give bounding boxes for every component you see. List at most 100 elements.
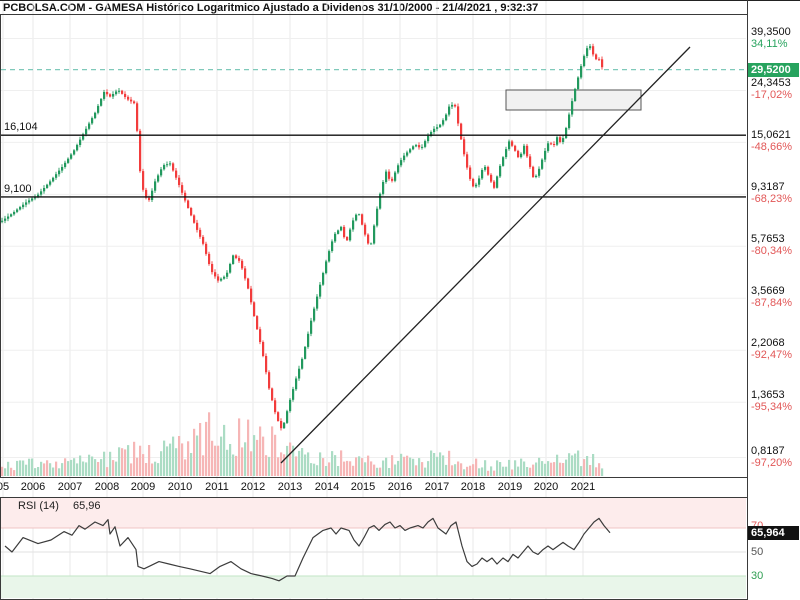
candle-body [274, 400, 277, 413]
volume-bar [349, 461, 352, 476]
volume-bar [574, 453, 577, 476]
volume-bar [208, 412, 211, 476]
volume-bar [484, 460, 487, 476]
volume-bar [52, 467, 55, 476]
price-axis-value: 15,0621 [751, 129, 791, 142]
volume-bar [505, 466, 508, 476]
volume-bar [376, 467, 379, 476]
volume-bar [337, 466, 340, 476]
rsi-overbought-zone [1, 498, 746, 528]
price-axis-percent: 34,11% [751, 37, 788, 50]
candle-body [574, 88, 577, 101]
candle-body [553, 144, 556, 145]
candle-body [196, 222, 199, 230]
candle-body [280, 421, 283, 429]
candle-body [370, 243, 373, 245]
volume-bar [145, 463, 148, 476]
candle-body [217, 276, 220, 281]
price-axis-value: 24,3453 [751, 77, 791, 90]
volume-bar [223, 424, 226, 476]
candle-body [79, 139, 82, 145]
volume-bar [511, 469, 514, 476]
volume-bar [274, 434, 277, 476]
volume-bar [259, 426, 262, 476]
candle-body [319, 284, 322, 297]
price-panel-layers [1, 43, 604, 476]
volume-bar [457, 461, 460, 476]
candle-body [121, 90, 124, 94]
year-label: 2019 [497, 481, 523, 493]
candle-body [112, 94, 115, 97]
volume-bar [499, 462, 502, 476]
candle-body [547, 143, 550, 151]
volume-bar [76, 463, 79, 476]
candle-body [88, 123, 91, 129]
year-label: 2017 [424, 481, 450, 493]
volume-bar [196, 435, 199, 476]
candle-body [247, 278, 250, 289]
candle-body [445, 114, 448, 121]
volume-bar [568, 453, 571, 476]
volume-bar [118, 447, 121, 476]
candle-body [481, 170, 484, 179]
candle-body [163, 165, 166, 170]
candle-body [340, 226, 343, 231]
candle-body [40, 191, 43, 195]
volume-bar [475, 458, 478, 476]
trendline-annotation[interactable] [280, 46, 691, 464]
volume-bar [553, 462, 556, 476]
candle-body [418, 145, 421, 148]
candle-body [271, 388, 274, 401]
volume-bar [166, 446, 169, 476]
volume-bar [601, 468, 604, 476]
rsi-indicator-name: RSI (14) [18, 500, 59, 512]
volume-bar [328, 462, 331, 476]
candle-body [31, 198, 34, 201]
volume-bar [595, 467, 598, 476]
candle-body [142, 171, 145, 190]
volume-bar [277, 457, 280, 476]
horizontal-gridlines [1, 38, 746, 458]
volume-bar [124, 449, 127, 476]
candle-body [517, 150, 520, 158]
candle-body [409, 149, 412, 153]
volume-bar [184, 459, 187, 476]
candle-body [550, 143, 553, 145]
volume-bar [436, 456, 439, 476]
candle-body [175, 170, 178, 178]
volume-bar [397, 460, 400, 476]
volume-bar [544, 463, 547, 476]
candle-body [172, 163, 175, 171]
volume-bar [316, 465, 319, 476]
volume-bar [4, 468, 7, 476]
candles-layer [1, 43, 604, 431]
volume-bar [289, 442, 292, 476]
price-axis-percent: -80,34% [751, 245, 792, 258]
volume-bar [346, 460, 349, 476]
candle-body [256, 316, 259, 330]
candle-body [136, 103, 139, 131]
volume-bar [178, 436, 181, 476]
candle-body [346, 237, 349, 241]
highlight-box-annotation[interactable] [505, 89, 642, 111]
volume-bar [325, 466, 328, 476]
volume-bar [589, 465, 592, 476]
candle-body [292, 389, 295, 400]
volume-bar [85, 462, 88, 476]
candle-body [316, 296, 319, 309]
candle-body [190, 208, 193, 216]
candle-body [58, 170, 61, 175]
volume-bar [220, 436, 223, 476]
volume-layer [1, 412, 604, 476]
volume-bar [232, 454, 235, 476]
volume-bar [256, 439, 259, 476]
volume-bar [163, 440, 166, 476]
candle-body [310, 320, 313, 334]
support-level-label: 9,100 [4, 182, 32, 195]
volume-bar [421, 462, 424, 476]
candle-body [199, 229, 202, 237]
candle-body [508, 141, 511, 150]
year-label: 2009 [130, 481, 156, 493]
